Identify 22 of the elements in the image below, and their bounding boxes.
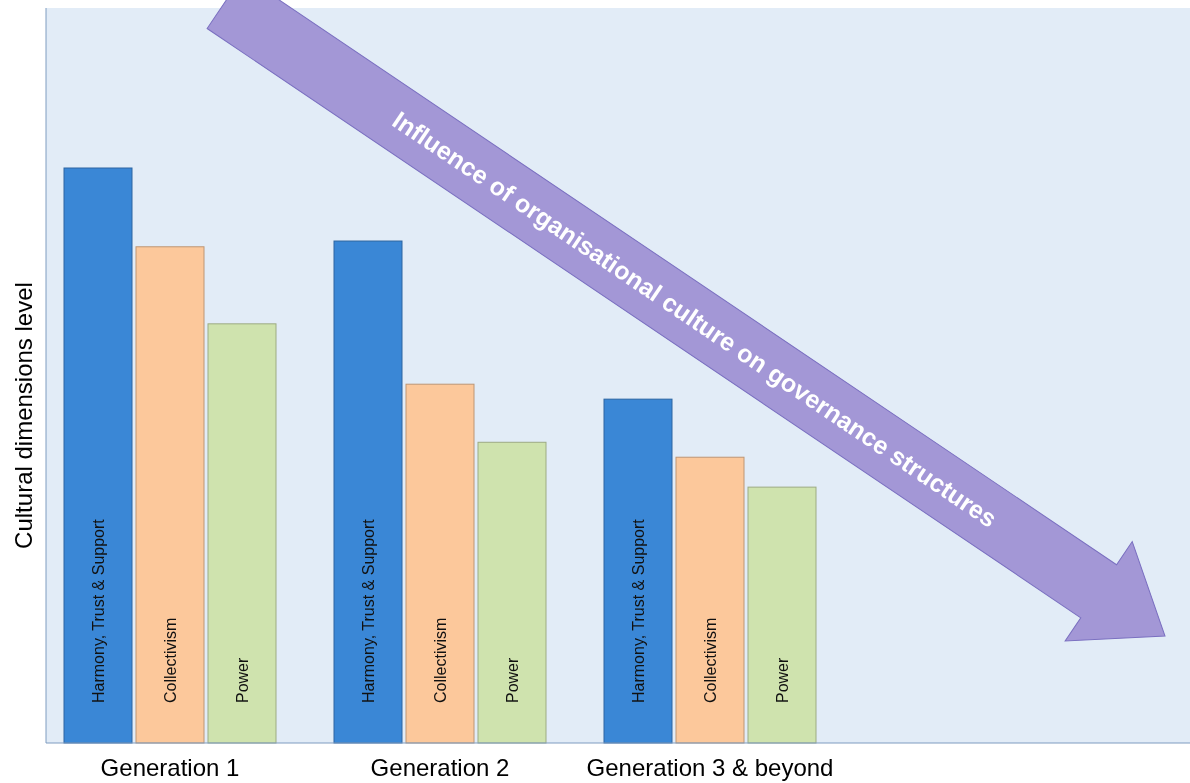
bar [477, 441, 547, 744]
x-tick-label: Generation 1 [100, 754, 240, 781]
bar [405, 383, 475, 744]
bar [675, 456, 745, 744]
bar [135, 246, 205, 744]
text: Harmony, Trust & Support [630, 519, 647, 703]
bar [747, 486, 817, 744]
bar [63, 167, 133, 744]
series-label: Power [234, 656, 251, 703]
text: Collectivism [702, 617, 719, 703]
series-label: Collectivism [162, 617, 179, 703]
text: Power [504, 657, 521, 703]
x-tick-label: Generation 2 [370, 754, 510, 781]
bar [207, 323, 277, 744]
text: Harmony, Trust & Support [360, 519, 377, 703]
text: Power [774, 657, 791, 703]
text: Collectivism [432, 617, 449, 703]
series-label: Harmony, Trust & Support [90, 518, 107, 703]
bar [603, 398, 673, 744]
bar [333, 240, 403, 744]
x-tick-label: Generation 3 & beyond [586, 754, 834, 781]
y-axis-title: Cultural dimensions level [10, 282, 37, 549]
